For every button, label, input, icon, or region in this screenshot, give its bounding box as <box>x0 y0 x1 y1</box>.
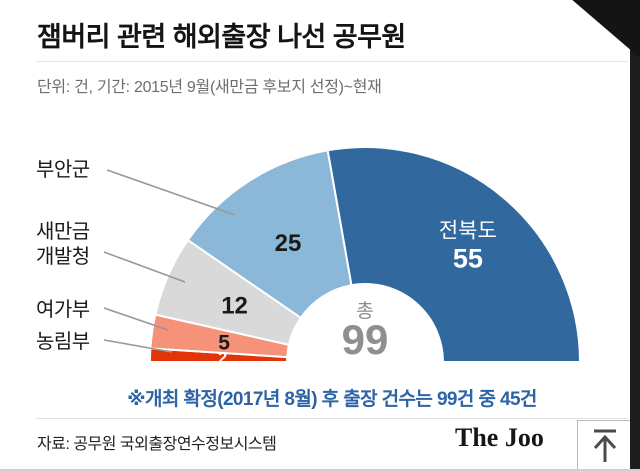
brand-logo[interactable]: The Joo <box>455 423 544 452</box>
source-text: 자료: 공무원 국외출장연수정보시스템 <box>37 436 277 453</box>
segment-name-inside: 전북도 <box>439 219 497 242</box>
chart-note: ※개최 확정(2017년 8월) 후 출장 건수는 99건 중 45건 <box>127 389 537 410</box>
donut-segment-5 <box>326 146 582 363</box>
chart-title: 잼버리 관련 해외출장 나선 공무원 <box>37 22 406 52</box>
segment-label-saemangeum: 새만금개발청 <box>36 221 90 268</box>
title-divider <box>36 61 628 62</box>
segment-value: 25 <box>275 230 302 257</box>
segment-label-buangun: 부안군 <box>36 159 90 181</box>
segment-value: 5 <box>218 331 230 354</box>
scroll-to-top-button[interactable] <box>577 420 632 471</box>
segment-value: 12 <box>221 293 248 320</box>
chart-subtitle: 단위: 건, 기간: 2015년 9월(새만금 후보지 선정)~현재 <box>37 79 382 96</box>
segment-label-nonglimbu: 농림부 <box>36 331 90 353</box>
donut-hole <box>288 285 442 439</box>
arrow-up-to-top-icon <box>593 429 616 462</box>
total-value: 99 <box>342 316 389 363</box>
total-label: 총 <box>356 300 373 322</box>
footer-divider <box>36 418 628 419</box>
screen-bottom-artifact <box>0 469 640 471</box>
segment-label-yeogabu: 여가부 <box>36 299 90 321</box>
screen-edge-artifact <box>630 0 640 471</box>
segment-value: 55 <box>453 243 483 273</box>
segment-value: 2 <box>218 350 227 367</box>
